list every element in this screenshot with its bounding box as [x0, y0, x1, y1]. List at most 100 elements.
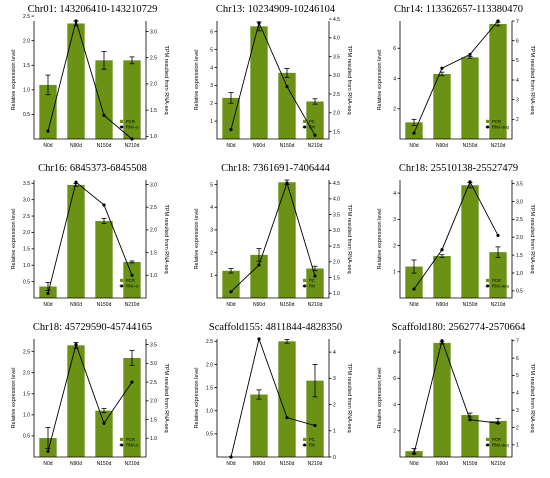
bar — [461, 57, 479, 139]
data-point — [257, 337, 261, 341]
chart-title: Chr18: 45729590-45744165 — [32, 322, 153, 333]
y2-tick-label: 3.0 — [150, 361, 157, 367]
legend-swatch-bar — [303, 278, 307, 282]
x-tick-label: N90d — [70, 143, 82, 149]
bar — [433, 256, 451, 298]
bar — [123, 357, 141, 457]
data-point — [412, 131, 416, 135]
error-bar — [256, 389, 262, 400]
x-tick-label: N210d — [125, 461, 140, 467]
legend-label: RNA-seq — [492, 284, 510, 289]
y-axis-label: Relative expression level — [194, 368, 200, 429]
error-bar — [228, 268, 234, 274]
y-tick-label: 3.0 — [23, 197, 30, 203]
y-axis-label: Relative expression level — [377, 50, 383, 111]
y2-tick-label: 1.0 — [516, 271, 523, 277]
y2-tick-label: 6 — [516, 356, 519, 362]
legend-label: PC — [309, 119, 315, 124]
y2-tick-label: 2.0 — [516, 235, 523, 241]
legend-label: RNA-seq — [492, 125, 510, 130]
y-tick-label: 1.0 — [206, 409, 213, 415]
data-point — [412, 287, 416, 291]
legend-label: PC — [309, 437, 315, 442]
bar — [489, 420, 507, 457]
x-tick-label: N210d — [491, 461, 506, 467]
y2-tick-label: 1.5 — [150, 250, 157, 256]
error-bar — [411, 118, 417, 126]
y2-tick-label: 6 — [516, 38, 519, 44]
y2-tick-label: 1 — [333, 429, 336, 435]
data-point — [285, 181, 289, 185]
data-point — [496, 421, 500, 425]
x-tick-label: N150d — [280, 461, 295, 467]
y-tick-label: 3 — [210, 228, 213, 234]
chart-title: Scaffold180: 2562774-2570664 — [391, 322, 526, 333]
data-point — [46, 129, 50, 133]
legend-label: PCR — [126, 437, 135, 442]
legend-label: RNA-seq — [492, 443, 510, 448]
legend-label: PCR — [126, 278, 135, 283]
bar — [278, 72, 296, 139]
y-tick-label: 1.5 — [23, 247, 30, 253]
data-point — [229, 455, 233, 459]
error-bar — [312, 364, 318, 398]
chart-plot: 0.5 1.0 1.5 2.0 2.5 1.0 1.5 2.0 2.5 3.0 3.5 N0d N90d… — [11, 339, 169, 467]
data-point — [313, 274, 317, 278]
y2-tick-label: 7 — [516, 339, 519, 345]
y-tick-label: 3 — [393, 217, 396, 223]
y2-tick-label: 1.0 — [150, 273, 157, 279]
y2-tick-label: 2.0 — [333, 111, 340, 117]
y-axis-label: Relative expression level — [11, 368, 17, 429]
legend-label: PCR — [126, 119, 135, 124]
y2-tick-label: 3.0 — [333, 73, 340, 79]
x-tick-label: N0d — [409, 302, 418, 308]
x-tick-label: N0d — [409, 143, 418, 149]
x-tick-label: N150d — [463, 143, 478, 149]
y-axis-label: Relative expression level — [11, 50, 17, 111]
chart-panel: Chr18: 45729590-45744165 0.5 1.0 1.5 2.0 2.5 1… — [1, 319, 184, 478]
chart-plot: 2 4 6 8 1 2 3 4 5 6 7 N0d N90d N150d N210d Relative exp… — [377, 339, 535, 467]
axes-frame — [216, 180, 330, 299]
y2-tick-label: 2 — [333, 402, 336, 408]
error-bar — [312, 98, 318, 105]
x-tick-label: N150d — [280, 143, 295, 149]
y-tick-label: 6 — [393, 376, 396, 382]
data-point — [313, 423, 317, 428]
y2-axis-label: TPM resulted from RNA-seq — [346, 363, 352, 432]
x-tick-label: N0d — [226, 143, 235, 149]
axes-frame — [216, 21, 330, 140]
bar — [433, 73, 451, 139]
y2-tick-label: 2.0 — [150, 399, 157, 405]
axes-frame — [33, 180, 147, 299]
legend-label: PCR — [492, 437, 501, 442]
data-point — [229, 128, 233, 132]
legend-label: RN — [309, 125, 315, 130]
y-tick-label: 6 — [210, 30, 213, 36]
y-tick-label: 0.5 — [23, 279, 30, 285]
error-bar — [101, 408, 107, 414]
x-tick-label: N210d — [491, 143, 506, 149]
data-point — [102, 203, 106, 207]
x-tick-label: N90d — [253, 461, 265, 467]
y2-tick-label: 4.5 — [333, 181, 340, 187]
y-axis-label: Relative expression level — [194, 209, 200, 270]
x-tick-label: N150d — [97, 461, 112, 467]
legend-label: PC — [309, 278, 315, 283]
x-tick-label: N150d — [280, 302, 295, 308]
y2-tick-label: 2.5 — [516, 217, 523, 223]
y2-tick-label: 1.0 — [150, 134, 157, 140]
series-line — [230, 181, 316, 293]
data-point — [229, 290, 233, 294]
y-tick-label: 0.5 — [206, 432, 213, 438]
legend-label: PCR — [492, 278, 501, 283]
y-tick-label: 4 — [210, 65, 213, 71]
y-tick-label: 2.5 — [23, 14, 30, 20]
bar — [67, 23, 85, 139]
data-point — [74, 19, 78, 23]
y2-tick-label: 2.5 — [333, 92, 340, 98]
data-point — [74, 180, 78, 184]
y2-tick-label: 3.0 — [150, 29, 157, 35]
bar — [306, 268, 324, 298]
legend-label: PCR — [492, 119, 501, 124]
chart-plot: 2 4 6 2 3 4 5 6 7 N0d N90d N150d N210d Relative expre… — [377, 19, 535, 149]
